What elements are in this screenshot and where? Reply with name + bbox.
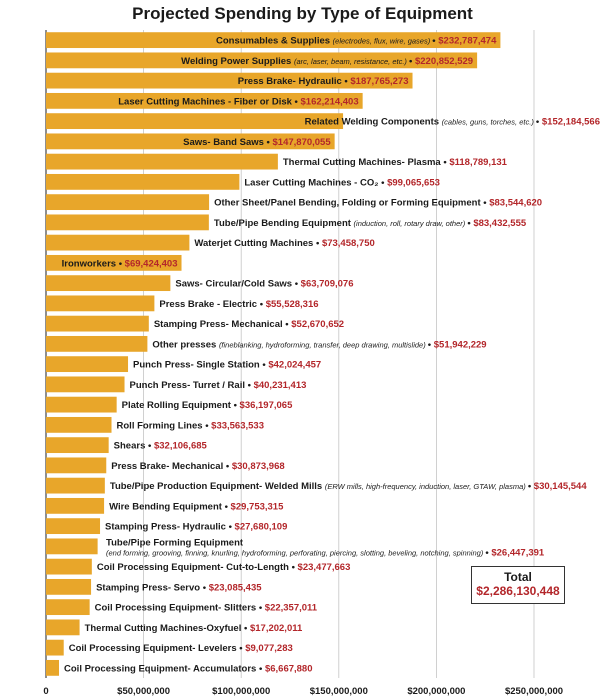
bar	[46, 518, 101, 535]
total-box: Total $2,286,130,448	[471, 566, 565, 604]
x-tick-label: $250,000,000	[505, 686, 563, 697]
bar-label: Related Welding Components (cables, guns…	[305, 117, 600, 128]
chart-title: Projected Spending by Type of Equipment	[132, 4, 473, 23]
bar-label: Shears • $32,106,685	[114, 441, 208, 452]
bar-label: Stamping Press- Mechanical • $52,670,652	[154, 319, 344, 330]
bar	[46, 396, 117, 413]
bar	[46, 356, 129, 373]
bar-label: Consumables & Supplies (electrodes, flux…	[216, 36, 497, 47]
bar-label: Stamping Press- Servo • $23,085,435	[96, 582, 262, 593]
total-label: Total	[504, 570, 532, 584]
bar-label: Stamping Press- Hydraulic • $27,680,109	[105, 522, 287, 533]
bar	[46, 335, 148, 352]
bar	[46, 254, 182, 271]
bar	[46, 214, 209, 231]
bar	[46, 619, 80, 636]
bar-label: Coil Processing Equipment- Levelers • $9…	[69, 643, 293, 654]
bar	[46, 92, 363, 109]
bar	[46, 32, 501, 49]
bar-label: Other Sheet/Panel Bending, Folding or Fo…	[214, 198, 542, 209]
bar	[46, 578, 92, 595]
bar	[46, 194, 210, 211]
bar	[46, 275, 171, 292]
bar-label: Thermal Cutting Machines- Plasma • $118,…	[283, 157, 508, 168]
bar-label: Roll Forming Lines • $33,563,533	[117, 420, 264, 431]
bar	[46, 234, 190, 251]
bar-label-line2: (end forming, grooving, finning, knurlin…	[106, 547, 545, 558]
bar-label: Tube/Pipe Bending Equipment (induction, …	[214, 218, 527, 229]
bar-label: Thermal Cutting Machines-Oxyfuel • $17,2…	[85, 623, 303, 634]
total-value: $2,286,130,448	[476, 584, 560, 598]
bar-label: Other presses (fineblanking, hydroformin…	[152, 339, 486, 350]
bar-label: Press Brake- Mechanical • $30,873,968	[111, 461, 284, 472]
bar-label: Plate Rolling Equipment • $36,197,065	[122, 400, 293, 411]
bar	[46, 113, 344, 130]
bar-label: Coil Processing Equipment- Accumulators …	[64, 663, 312, 674]
bar	[46, 315, 149, 332]
bar	[46, 599, 90, 616]
bar	[46, 659, 60, 676]
bar	[46, 72, 413, 89]
x-tick-label: $150,000,000	[310, 686, 368, 697]
bar-label: Punch Press- Turret / Rail • $40,231,413	[130, 380, 307, 391]
bar-label: Tube/Pipe Forming Equipment	[106, 537, 244, 548]
bar	[46, 376, 125, 393]
x-tick-label: $100,000,000	[212, 686, 270, 697]
bar-label: Coil Processing Equipment- Slitters • $2…	[95, 603, 318, 614]
bar	[46, 497, 105, 514]
bar	[46, 153, 278, 170]
bar	[46, 133, 335, 150]
bar-label: Wire Bending Equipment • $29,753,315	[109, 501, 284, 512]
bar	[46, 558, 92, 575]
bar-label: Laser Cutting Machines - Fiber or Disk •…	[118, 96, 358, 107]
bar-label: Welding Power Supplies (arc, laser, beam…	[181, 56, 473, 67]
bar	[46, 477, 105, 494]
bar-label: Saws- Circular/Cold Saws • $63,709,076	[175, 279, 353, 290]
bar-label: Coil Processing Equipment- Cut-to-Length…	[97, 562, 351, 573]
bar	[46, 416, 112, 433]
bar	[46, 538, 98, 555]
x-tick-label: $200,000,000	[407, 686, 465, 697]
bar-label: Waterjet Cutting Machines • $73,458,750	[194, 238, 374, 249]
bar-label: Saws- Band Saws • $147,870,055	[183, 137, 331, 148]
bar-label: Punch Press- Single Station • $42,024,45…	[133, 360, 321, 371]
bar-label: Press Brake - Electric • $55,528,316	[159, 299, 318, 310]
bar	[46, 52, 478, 69]
bar-label: Laser Cutting Machines - CO₂ • $99,065,6…	[244, 177, 440, 188]
x-tick-label: $50,000,000	[117, 686, 170, 697]
bar-label: Ironworkers • $69,424,403	[62, 258, 178, 269]
bar-label: Tube/Pipe Production Equipment- Welded M…	[110, 481, 587, 492]
bar	[46, 639, 64, 656]
x-tick-label: 0	[43, 686, 48, 697]
bar	[46, 457, 107, 474]
bar	[46, 295, 155, 312]
bar-label: Press Brake- Hydraulic • $187,765,273	[238, 76, 409, 87]
bar	[46, 173, 240, 190]
bar	[46, 437, 109, 454]
